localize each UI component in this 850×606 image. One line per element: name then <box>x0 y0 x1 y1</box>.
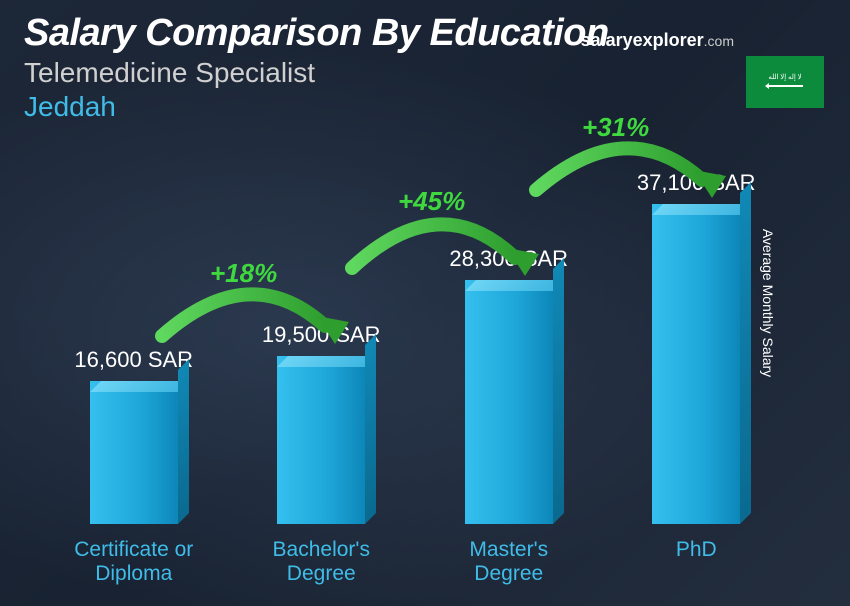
header: Salary Comparison By Education Telemedic… <box>24 12 826 123</box>
bar-3d <box>465 280 553 524</box>
bar-group: 19,500 SAR Bachelor'sDegree <box>236 322 406 588</box>
percentage-increase-label: +18% <box>210 258 277 289</box>
brand-logo: salaryexplorer.com <box>581 30 734 51</box>
flag-graphic: لا إله إلا الله <box>755 67 815 97</box>
bar-top-face <box>277 356 376 367</box>
brand-name: salaryexplorer <box>581 30 704 50</box>
bar-front-face <box>465 280 553 524</box>
bar-value-label: 16,600 SAR <box>74 347 193 373</box>
bar-side-face <box>178 359 189 524</box>
chart-location: Jeddah <box>24 91 826 123</box>
bar-category-label: Master'sDegree <box>469 538 548 588</box>
bar-front-face <box>277 356 365 524</box>
bar-category-label: Bachelor'sDegree <box>273 538 370 588</box>
bar-side-face <box>365 334 376 524</box>
bar-3d <box>90 381 178 524</box>
bar-group: 37,100 SAR PhD <box>611 170 781 588</box>
country-flag: لا إله إلا الله <box>746 56 824 108</box>
y-axis-label: Average Monthly Salary <box>760 229 776 377</box>
bar-value-label: 37,100 SAR <box>637 170 756 196</box>
bar-value-label: 19,500 SAR <box>262 322 381 348</box>
bar-top-face <box>90 381 189 392</box>
percentage-increase-label: +45% <box>398 186 465 217</box>
bar-category-label: PhD <box>676 538 717 588</box>
chart-subtitle: Telemedicine Specialist <box>24 57 826 89</box>
bar-top-face <box>465 280 564 291</box>
bar-value-label: 28,300 SAR <box>449 246 568 272</box>
bar-3d <box>652 204 740 524</box>
bar-side-face <box>740 182 751 524</box>
bar-side-face <box>553 258 564 524</box>
bar-3d <box>277 356 365 524</box>
bar-category-label: Certificate orDiploma <box>74 538 193 588</box>
brand-suffix: .com <box>704 33 734 49</box>
bar-group: 16,600 SAR Certificate orDiploma <box>49 347 219 588</box>
bar-top-face <box>652 204 751 215</box>
bar-group: 28,300 SAR Master'sDegree <box>424 246 594 588</box>
bar-front-face <box>652 204 740 524</box>
svg-text:لا إله إلا الله: لا إله إلا الله <box>768 73 801 81</box>
bar-front-face <box>90 381 178 524</box>
